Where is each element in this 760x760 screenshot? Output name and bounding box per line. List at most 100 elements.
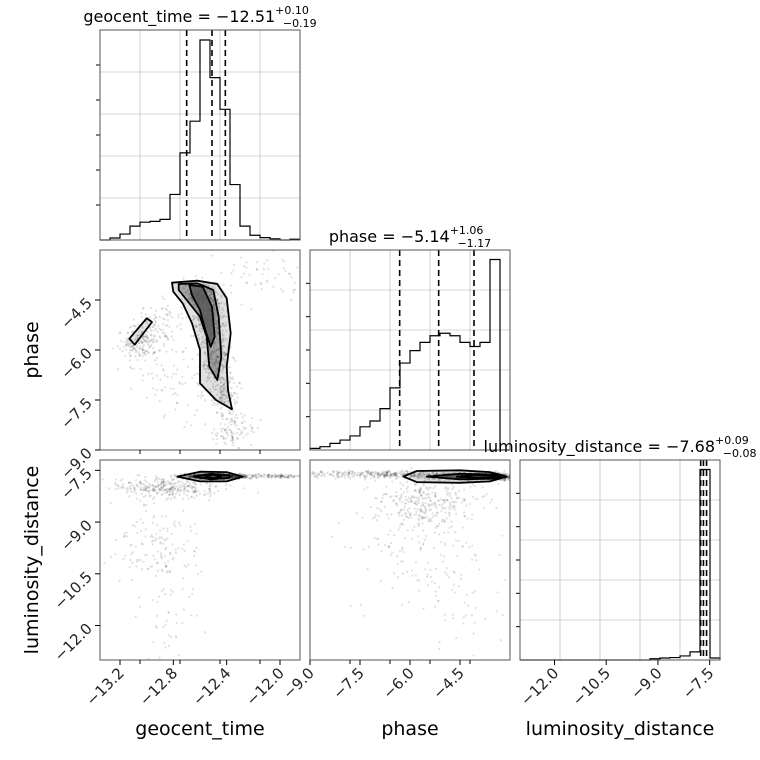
sample-point bbox=[218, 376, 221, 379]
sample-point bbox=[267, 473, 270, 477]
sample-point bbox=[244, 433, 247, 437]
sample-point bbox=[352, 473, 355, 476]
sample-point bbox=[219, 435, 222, 438]
sample-point bbox=[415, 474, 418, 477]
sample-point bbox=[250, 473, 253, 476]
sample-point bbox=[438, 478, 441, 481]
sample-point bbox=[161, 368, 165, 371]
sample-point bbox=[194, 550, 197, 553]
sample-point bbox=[263, 473, 266, 476]
sample-point bbox=[141, 341, 144, 344]
sample-point bbox=[173, 485, 176, 489]
sample-point bbox=[146, 323, 149, 326]
sample-point bbox=[207, 290, 211, 293]
sample-point bbox=[190, 495, 193, 499]
sample-point bbox=[245, 474, 248, 477]
sample-point bbox=[219, 395, 222, 398]
sample-point bbox=[152, 485, 156, 488]
sample-point bbox=[129, 486, 132, 489]
sample-point bbox=[221, 316, 224, 319]
sample-point bbox=[131, 349, 134, 352]
sample-point bbox=[214, 388, 217, 391]
sample-point bbox=[187, 489, 190, 492]
sample-point bbox=[158, 349, 161, 352]
sample-point bbox=[183, 302, 187, 305]
sample-point bbox=[142, 488, 146, 491]
sample-point bbox=[218, 397, 221, 401]
sample-point bbox=[223, 475, 226, 478]
sample-point bbox=[531, 476, 533, 478]
sample-point bbox=[235, 414, 238, 417]
sample-point bbox=[216, 355, 219, 359]
sample-point bbox=[135, 497, 139, 500]
sample-point bbox=[192, 334, 195, 338]
sample-point bbox=[190, 474, 193, 477]
sample-point bbox=[230, 272, 233, 275]
sample-point bbox=[187, 293, 190, 296]
sample-point bbox=[334, 477, 337, 480]
sample-point bbox=[236, 396, 239, 399]
sample-point bbox=[135, 492, 138, 495]
sample-point bbox=[254, 475, 257, 478]
sample-point bbox=[187, 484, 191, 487]
sample-point bbox=[274, 476, 277, 479]
sample-point bbox=[275, 474, 278, 477]
sample-point bbox=[200, 393, 203, 396]
sample-point bbox=[160, 590, 163, 593]
sample-point bbox=[131, 347, 134, 350]
sample-point bbox=[156, 562, 159, 565]
sample-point bbox=[144, 489, 148, 492]
hist-bar bbox=[200, 40, 210, 240]
sample-point bbox=[148, 345, 151, 348]
sample-point bbox=[178, 483, 181, 487]
hist-bar bbox=[440, 333, 450, 450]
sample-point bbox=[207, 368, 210, 371]
sample-point bbox=[166, 537, 169, 540]
sample-point bbox=[144, 340, 147, 343]
sample-point bbox=[307, 475, 309, 477]
sample-point bbox=[184, 475, 187, 478]
sample-point bbox=[154, 478, 157, 481]
sample-point bbox=[208, 490, 212, 493]
hist-bar bbox=[240, 226, 250, 240]
sample-point bbox=[135, 334, 138, 337]
sample-point bbox=[209, 354, 212, 357]
sample-point bbox=[160, 307, 163, 311]
hist-bar bbox=[120, 234, 130, 240]
sample-point bbox=[272, 285, 275, 288]
sample-point bbox=[210, 254, 213, 257]
sample-point bbox=[394, 474, 397, 477]
sample-point bbox=[183, 549, 186, 552]
sample-point bbox=[349, 477, 352, 480]
sample-point bbox=[160, 552, 163, 555]
sample-point bbox=[270, 474, 273, 478]
sample-point bbox=[129, 342, 133, 345]
sample-point bbox=[139, 482, 142, 486]
sample-point bbox=[250, 443, 253, 447]
sample-point bbox=[206, 363, 209, 367]
sample-point bbox=[225, 432, 229, 435]
sample-point bbox=[149, 333, 152, 336]
sample-point bbox=[233, 391, 236, 394]
sample-point bbox=[504, 473, 507, 476]
sample-point bbox=[367, 470, 370, 473]
sample-point bbox=[417, 473, 420, 476]
sample-point bbox=[304, 476, 306, 478]
sample-point bbox=[189, 300, 192, 303]
sample-point bbox=[186, 474, 190, 478]
sample-point bbox=[240, 473, 243, 476]
sample-point bbox=[189, 475, 192, 478]
sample-point bbox=[234, 475, 237, 479]
sample-point bbox=[187, 497, 190, 500]
sample-point bbox=[257, 475, 260, 478]
sample-point bbox=[231, 439, 234, 442]
sample-point bbox=[121, 487, 124, 490]
sample-point bbox=[164, 335, 167, 338]
sample-point bbox=[143, 336, 146, 339]
sample-point bbox=[219, 387, 222, 390]
sample-point bbox=[198, 319, 201, 322]
sample-point bbox=[165, 489, 168, 492]
sample-point bbox=[213, 341, 217, 344]
sample-point bbox=[215, 326, 218, 329]
sample-point bbox=[190, 475, 193, 478]
